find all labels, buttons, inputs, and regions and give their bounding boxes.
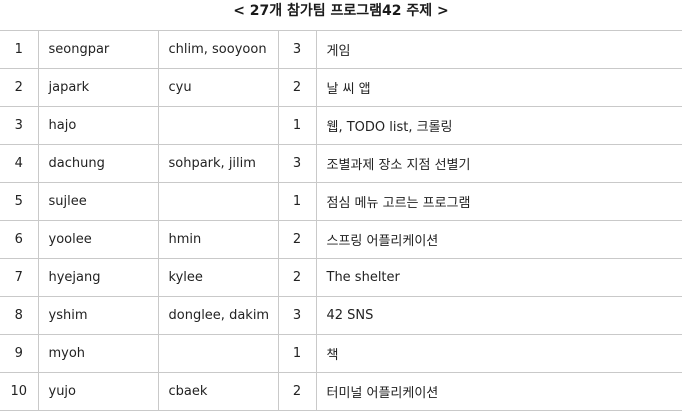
team-number-cell: 4 [0,144,38,183]
table-title: < 27개 참가팀 프로그램42 주제 > [233,3,449,19]
topic-cell: 웹, TODO list, 크롤링 [315,106,682,145]
team-number-cell: 5 [0,182,38,221]
leader-cell: japark [37,68,158,107]
team-number-cell: 8 [0,296,38,335]
team-number-cell: 9 [0,334,38,373]
members-cell: cyu [157,68,278,107]
member-count-cell: 2 [277,372,316,411]
member-count-cell: 2 [277,220,316,259]
topic-cell: 날 씨 앱 [315,68,682,107]
leader-cell: seongpar [37,30,158,69]
topic-cell: 스프링 어플리케이션 [315,220,682,259]
topic-cell: 게임 [315,30,682,69]
team-table: 1 seongpar chlim, sooyoon 3 게임 2 japark cyu 2 날 씨… [0,30,682,411]
topic-cell: 터미널 어플리케이션 [315,372,682,411]
member-count-cell: 3 [277,144,316,183]
member-count-cell: 3 [277,296,316,335]
member-count-cell: 2 [277,258,316,297]
table-row: 4 dachung sohpark, jilim 3 조별과제 장소 지점 선별기 [0,144,682,183]
members-cell: kylee [157,258,278,297]
members-cell [157,334,278,373]
leader-cell: dachung [37,144,158,183]
member-count-cell: 1 [277,182,316,221]
team-number-cell: 7 [0,258,38,297]
table-row: 3 hajo 1 웹, TODO list, 크롤링 [0,106,682,145]
table-row: 9 myoh 1 책 [0,334,682,373]
topic-cell: The shelter [315,258,682,297]
leader-cell: myoh [37,334,158,373]
team-number-cell: 2 [0,68,38,107]
members-cell: hmin [157,220,278,259]
team-number-cell: 1 [0,30,38,69]
team-number-cell: 6 [0,220,38,259]
team-table-body: 1 seongpar chlim, sooyoon 3 게임 2 japark cyu 2 날 씨… [0,30,682,411]
leader-cell: hajo [37,106,158,145]
leader-cell: sujlee [37,182,158,221]
members-cell: chlim, sooyoon [157,30,278,69]
table-row: 8 yshim donglee, dakim 3 42 SNS [0,296,682,335]
topic-cell: 책 [315,334,682,373]
table-row: 1 seongpar chlim, sooyoon 3 게임 [0,30,682,69]
leader-cell: yujo [37,372,158,411]
table-row: 2 japark cyu 2 날 씨 앱 [0,68,682,107]
leader-cell: yshim [37,296,158,335]
topic-cell: 조별과제 장소 지점 선별기 [315,144,682,183]
topic-cell: 42 SNS [315,296,682,335]
members-cell [157,182,278,221]
team-number-cell: 10 [0,372,38,411]
table-row: 6 yoolee hmin 2 스프링 어플리케이션 [0,220,682,259]
members-cell: donglee, dakim [157,296,278,335]
table-row: 5 sujlee 1 점심 메뉴 고르는 프로그램 [0,182,682,221]
leader-cell: hyejang [37,258,158,297]
member-count-cell: 2 [277,68,316,107]
member-count-cell: 1 [277,334,316,373]
table-row: 7 hyejang kylee 2 The shelter [0,258,682,297]
leader-cell: yoolee [37,220,158,259]
members-cell: cbaek [157,372,278,411]
topic-cell: 점심 메뉴 고르는 프로그램 [315,182,682,221]
member-count-cell: 1 [277,106,316,145]
member-count-cell: 3 [277,30,316,69]
members-cell [157,106,278,145]
table-row: 10 yujo cbaek 2 터미널 어플리케이션 [0,372,682,411]
team-number-cell: 3 [0,106,38,145]
members-cell: sohpark, jilim [157,144,278,183]
